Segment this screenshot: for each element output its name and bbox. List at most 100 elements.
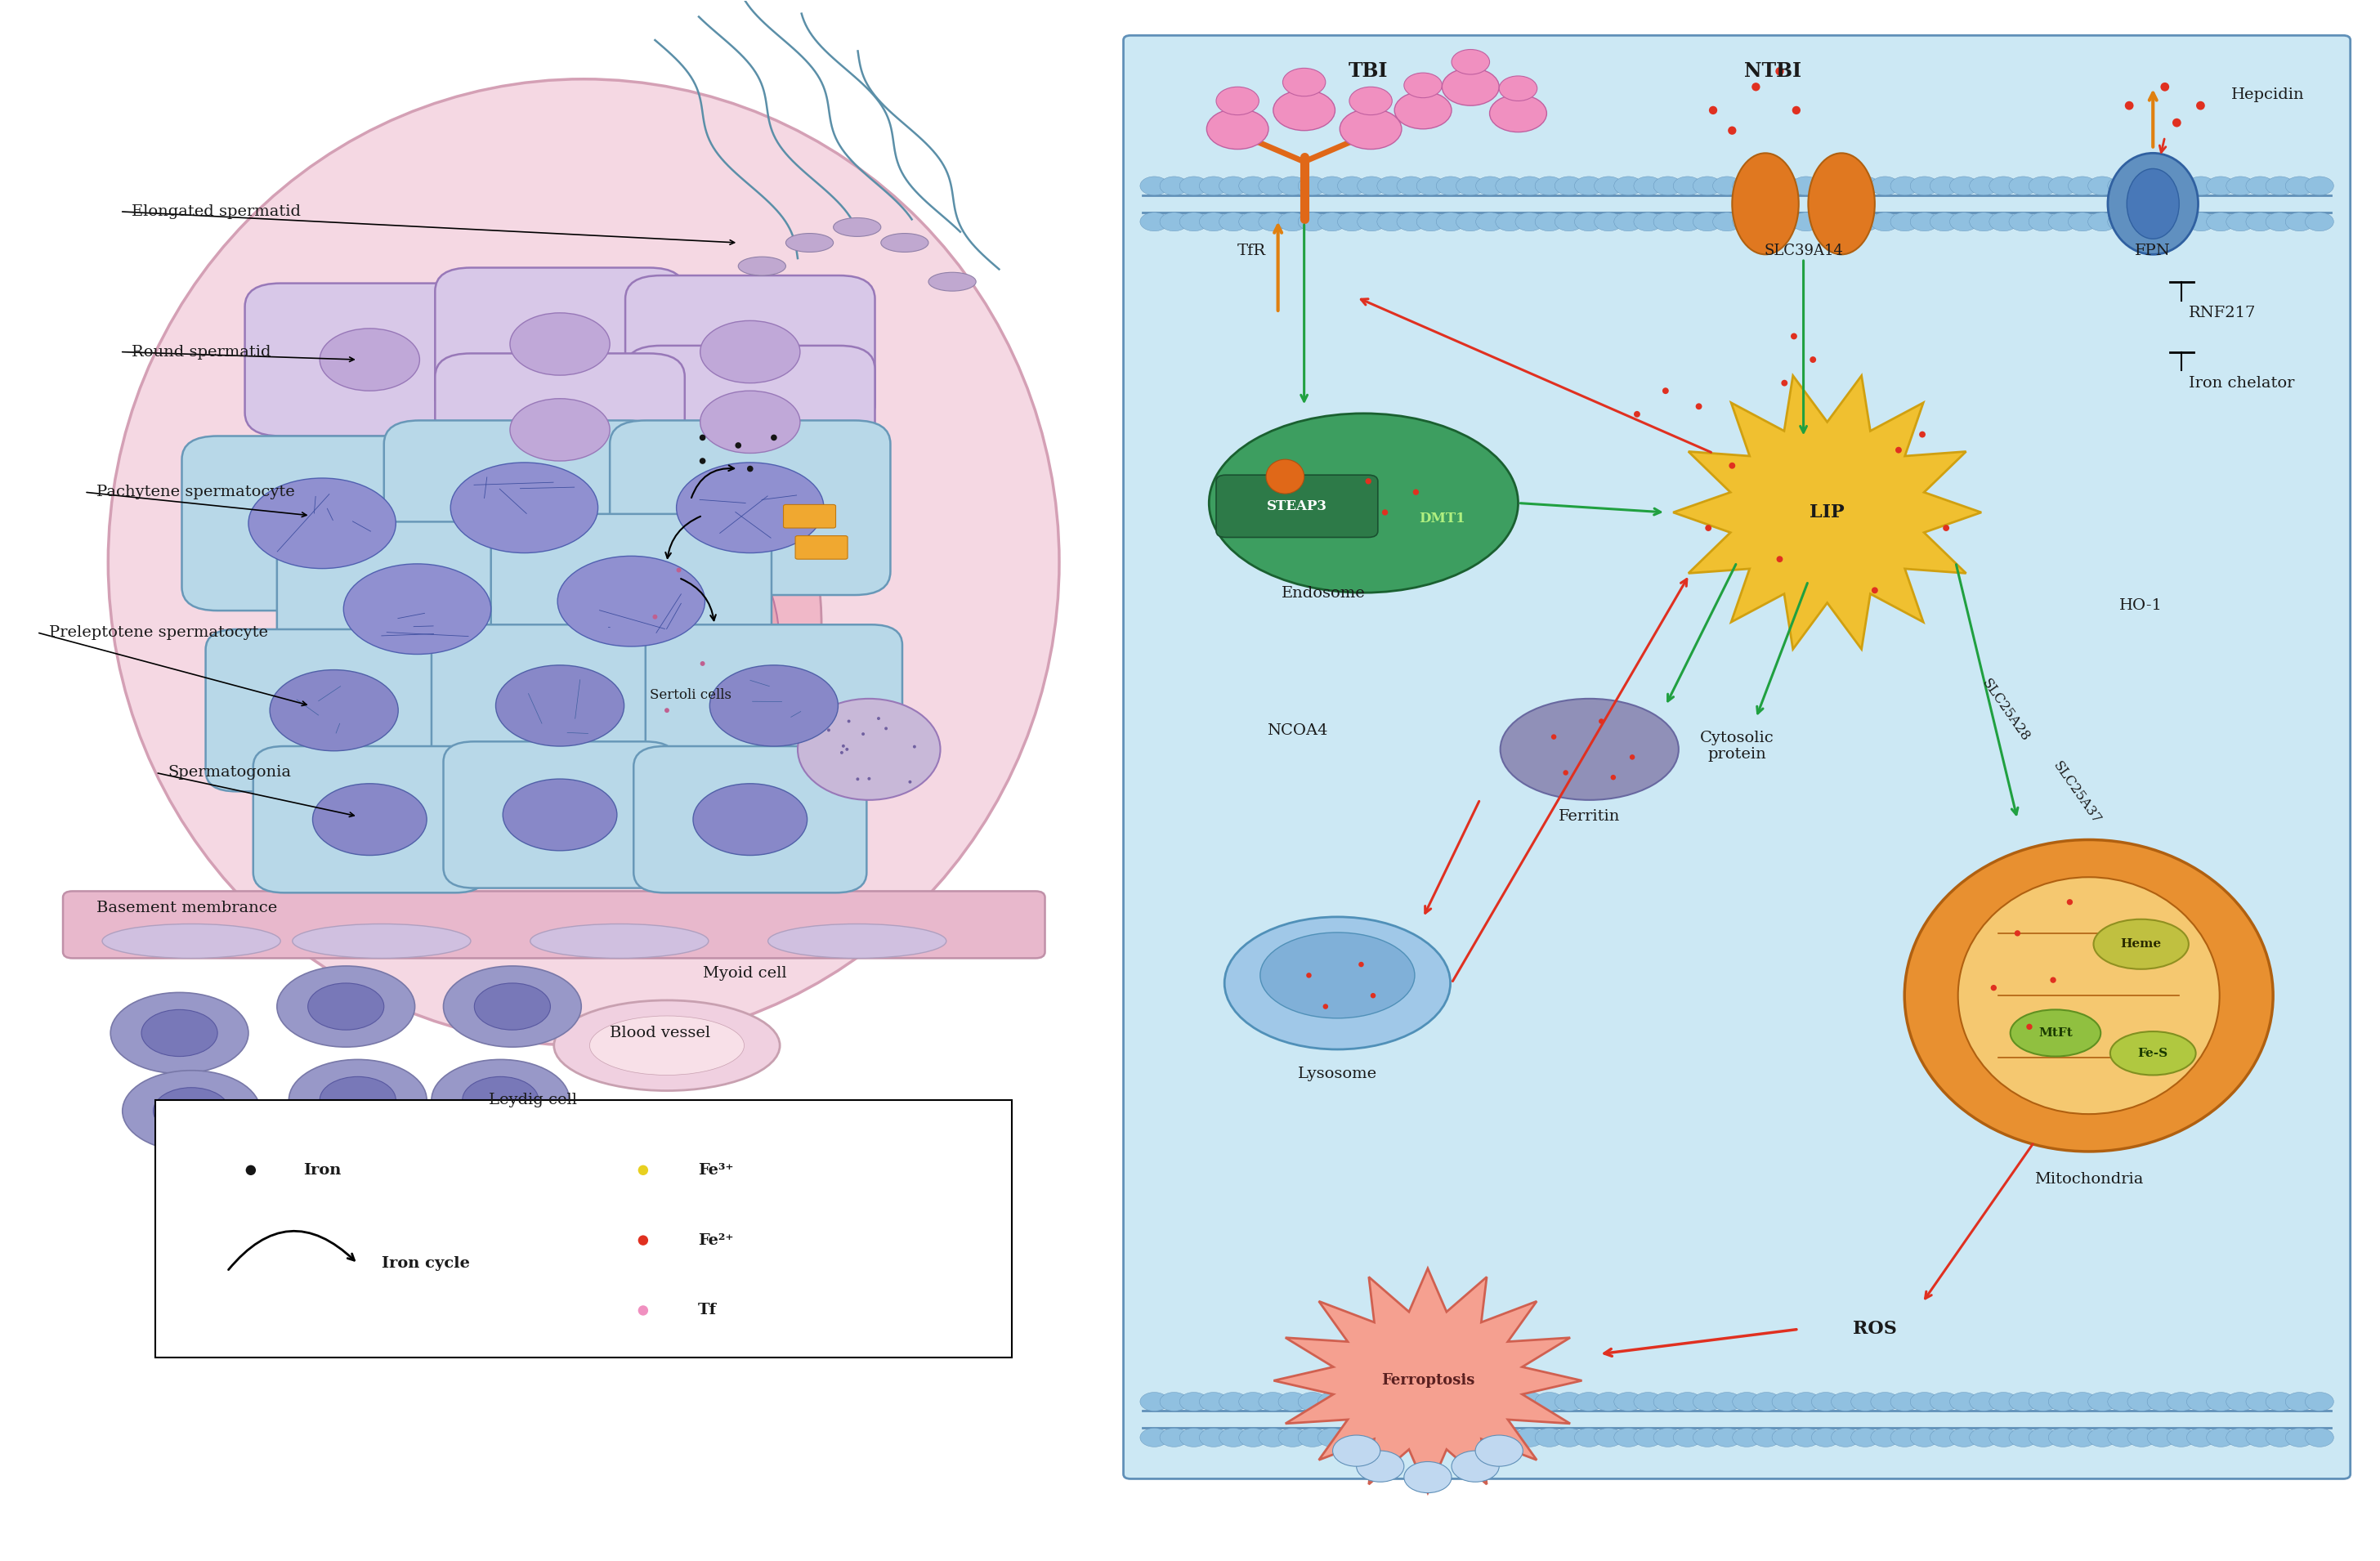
Point (2111, 94, 2149, 119)
Ellipse shape (785, 234, 833, 251)
FancyBboxPatch shape (645, 624, 902, 787)
Ellipse shape (1209, 414, 1518, 593)
Circle shape (1490, 95, 1547, 133)
Circle shape (1792, 176, 1821, 195)
Circle shape (1159, 212, 1188, 231)
Circle shape (1259, 212, 1288, 231)
Circle shape (1714, 1392, 1742, 1411)
Point (683, 425, 721, 450)
Circle shape (1692, 1392, 1721, 1411)
Circle shape (1971, 1428, 1997, 1447)
Circle shape (1404, 1461, 1452, 1492)
Circle shape (1890, 212, 1918, 231)
Text: Cytosolic
protein: Cytosolic protein (1699, 731, 1773, 762)
Circle shape (1733, 212, 1761, 231)
Point (850, 766, 888, 791)
Circle shape (2225, 176, 2254, 195)
Point (635, 604, 674, 629)
Circle shape (2225, 1392, 2254, 1411)
Ellipse shape (509, 398, 609, 460)
Circle shape (1673, 212, 1702, 231)
Circle shape (1435, 212, 1464, 231)
Text: Leydig cell: Leydig cell (488, 1093, 576, 1107)
Circle shape (1338, 1428, 1366, 1447)
Circle shape (1752, 1392, 1780, 1411)
Ellipse shape (700, 390, 800, 453)
Ellipse shape (343, 564, 490, 654)
FancyBboxPatch shape (626, 345, 876, 498)
Text: Ferroptosis: Ferroptosis (1380, 1374, 1476, 1388)
Circle shape (1476, 212, 1504, 231)
Circle shape (1278, 1428, 1307, 1447)
Ellipse shape (276, 966, 414, 1047)
Point (2035, 968, 2073, 993)
Circle shape (2128, 212, 2156, 231)
Circle shape (2087, 176, 2116, 195)
Text: Basement membrance: Basement membrance (95, 901, 276, 916)
Circle shape (2087, 212, 2116, 231)
Point (1690, 515, 1728, 540)
Circle shape (1219, 212, 1247, 231)
Circle shape (1752, 176, 1780, 195)
Circle shape (1416, 1428, 1445, 1447)
Circle shape (2285, 176, 2313, 195)
Ellipse shape (107, 80, 1059, 1046)
Ellipse shape (443, 966, 581, 1047)
Circle shape (2247, 212, 2275, 231)
FancyBboxPatch shape (1123, 36, 2351, 1478)
Point (1647, 378, 1685, 403)
Circle shape (1614, 176, 1642, 195)
Circle shape (2068, 176, 2097, 195)
Ellipse shape (1266, 459, 1304, 493)
Polygon shape (1273, 1269, 1583, 1492)
Circle shape (2028, 1428, 2056, 1447)
Circle shape (1792, 1428, 1821, 1447)
Circle shape (1811, 1428, 1840, 1447)
Text: STEAP3: STEAP3 (1266, 500, 1328, 514)
Point (823, 734, 862, 759)
Circle shape (2068, 212, 2097, 231)
Circle shape (2166, 212, 2194, 231)
FancyBboxPatch shape (633, 746, 866, 893)
Circle shape (2109, 212, 2137, 231)
Circle shape (1435, 1392, 1464, 1411)
Circle shape (1283, 69, 1326, 97)
Ellipse shape (797, 699, 940, 799)
Circle shape (1971, 212, 1997, 231)
Circle shape (1378, 212, 1407, 231)
Circle shape (1890, 1392, 1918, 1411)
Ellipse shape (288, 1060, 426, 1141)
Circle shape (1554, 1392, 1583, 1411)
Circle shape (1180, 212, 1209, 231)
Circle shape (1200, 176, 1228, 195)
Point (2011, 1015, 2049, 1040)
Circle shape (1535, 212, 1564, 231)
Circle shape (1240, 176, 1266, 195)
Circle shape (1216, 87, 1259, 116)
Point (1349, 468, 1388, 493)
Circle shape (1259, 1392, 1288, 1411)
Circle shape (1773, 1428, 1802, 1447)
Ellipse shape (319, 328, 419, 390)
Circle shape (1733, 1392, 1761, 1411)
Circle shape (1811, 212, 1840, 231)
Ellipse shape (1259, 932, 1414, 1018)
Circle shape (2285, 212, 2313, 231)
Circle shape (1319, 1428, 1347, 1447)
Circle shape (1416, 176, 1445, 195)
Text: Fe-S: Fe-S (2137, 1047, 2168, 1058)
Circle shape (2166, 1428, 2194, 1447)
Circle shape (1452, 50, 1490, 75)
Circle shape (1714, 212, 1742, 231)
Circle shape (1240, 1392, 1266, 1411)
Text: DMT1: DMT1 (1418, 512, 1466, 526)
Point (1695, 98, 1733, 123)
Circle shape (1278, 1392, 1307, 1411)
Circle shape (1476, 1392, 1504, 1411)
Circle shape (1435, 1428, 1464, 1447)
Circle shape (1595, 1428, 1623, 1447)
Text: Iron: Iron (302, 1163, 340, 1177)
Point (1856, 578, 1894, 603)
FancyBboxPatch shape (443, 741, 676, 888)
Point (831, 709, 869, 734)
